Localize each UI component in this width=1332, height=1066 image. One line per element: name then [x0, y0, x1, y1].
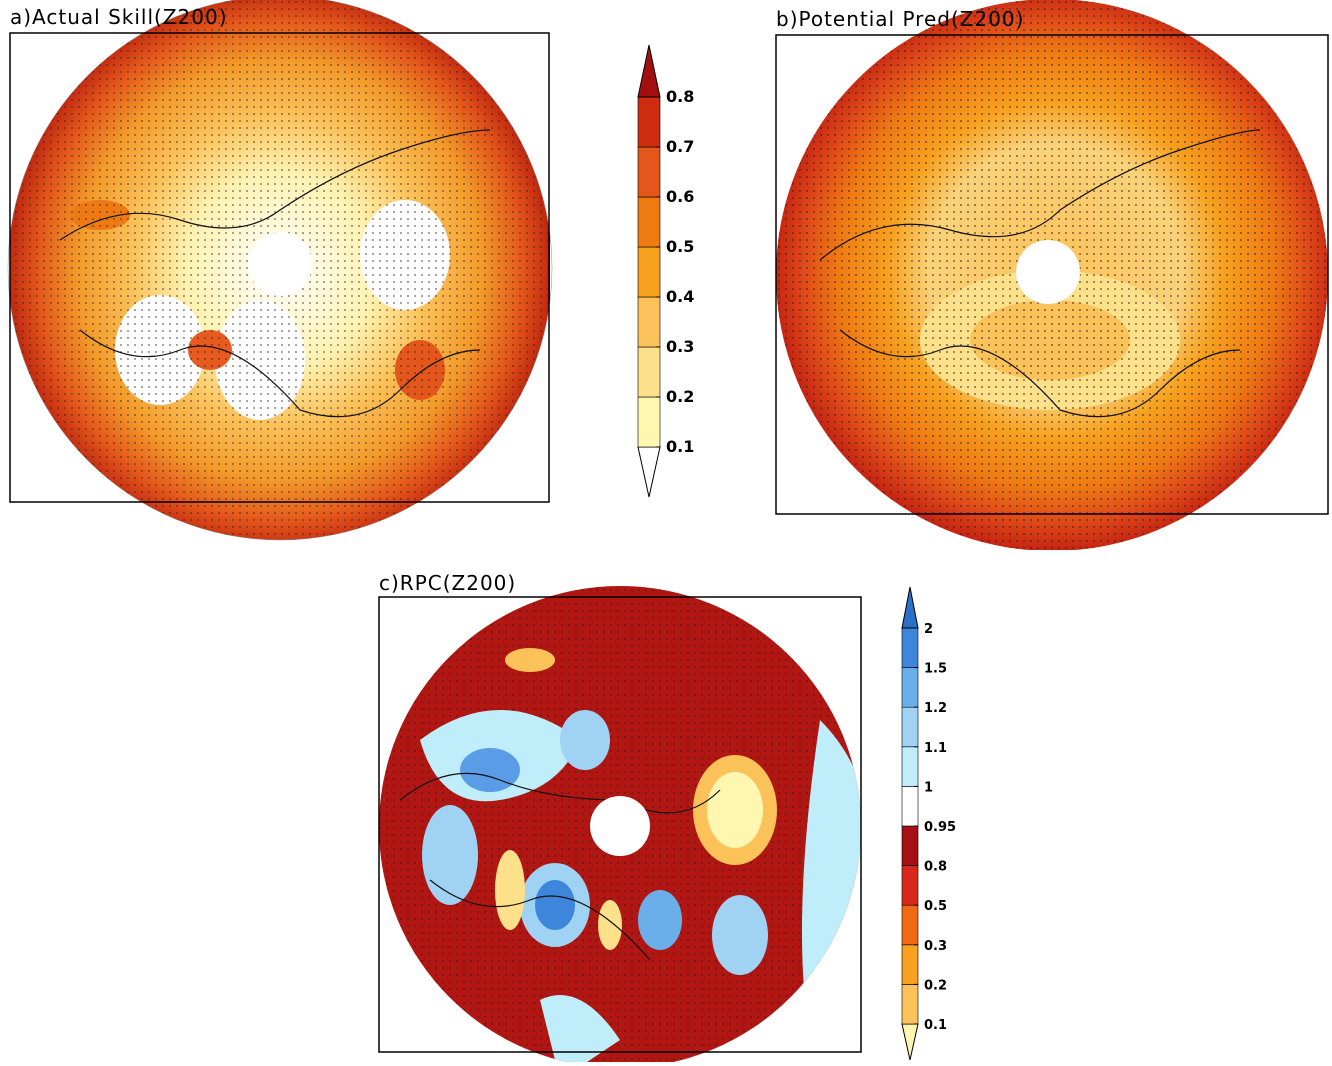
colorbar-segment: [638, 97, 660, 147]
panel-title: c)RPC(Z200): [379, 571, 516, 595]
colorbar-segment: [902, 707, 918, 747]
colorbar-label: 0.5: [924, 899, 947, 914]
colorbar-label: 2: [924, 622, 933, 637]
colorbar-label: 0.4: [666, 287, 694, 306]
panel-title: b)Potential Pred(Z200): [776, 7, 1024, 31]
colorbar-extend: [638, 447, 660, 497]
colorbar-label: 0.5: [666, 237, 694, 256]
colorbar-segment: [902, 866, 918, 906]
colorbar-segment: [638, 347, 660, 397]
colorbar-label: 0.2: [924, 978, 947, 993]
colorbar-segment: [902, 905, 918, 945]
colorbar-label: 0.95: [924, 820, 956, 835]
figure: a)Actual Skill(Z200) b)Potential Pred(Z2…: [0, 0, 1332, 1062]
colorbar-label: 0.3: [924, 939, 947, 954]
colorbar-segment: [902, 826, 918, 866]
colorbar-segment: [902, 628, 918, 668]
colorbar-extend: [638, 45, 660, 97]
colorbar-label: 0.3: [666, 337, 694, 356]
colorbar-segment: [638, 297, 660, 347]
colorbar-segment: [638, 147, 660, 197]
colorbar-label: 1.5: [924, 662, 947, 677]
colorbar-segment: [902, 984, 918, 1024]
map-a: a)Actual Skill(Z200): [8, 0, 552, 550]
colorbar-label: 0.1: [924, 1018, 947, 1033]
colorbar-label: 0.2: [666, 387, 694, 406]
colorbar-label: 0.6: [666, 187, 694, 206]
map-b: b)Potential Pred(Z200): [776, 0, 1332, 550]
colorbar-label: 0.7: [666, 137, 694, 156]
colorbar-extend: [902, 1024, 918, 1060]
colorbar-segment: [902, 747, 918, 787]
colorbar-label: 0.8: [924, 860, 947, 875]
colorbar-segment: [638, 247, 660, 297]
panel-title: a)Actual Skill(Z200): [10, 5, 228, 29]
colorbar-label: 1.2: [924, 701, 947, 716]
map-c: c)RPC(Z200): [379, 571, 870, 1062]
colorbar-segment: [902, 945, 918, 985]
colorbar-extend: [902, 587, 918, 628]
colorbar-segment: [638, 397, 660, 447]
colorbar-label: 1: [924, 780, 933, 795]
colorbar-segment: [638, 197, 660, 247]
colorbar-segment: [902, 786, 918, 826]
colorbar-label: 1.1: [924, 741, 947, 756]
colorbar-label: 0.8: [666, 87, 694, 106]
colorbar-segment: [902, 668, 918, 708]
colorbar-label: 0.1: [666, 437, 694, 456]
